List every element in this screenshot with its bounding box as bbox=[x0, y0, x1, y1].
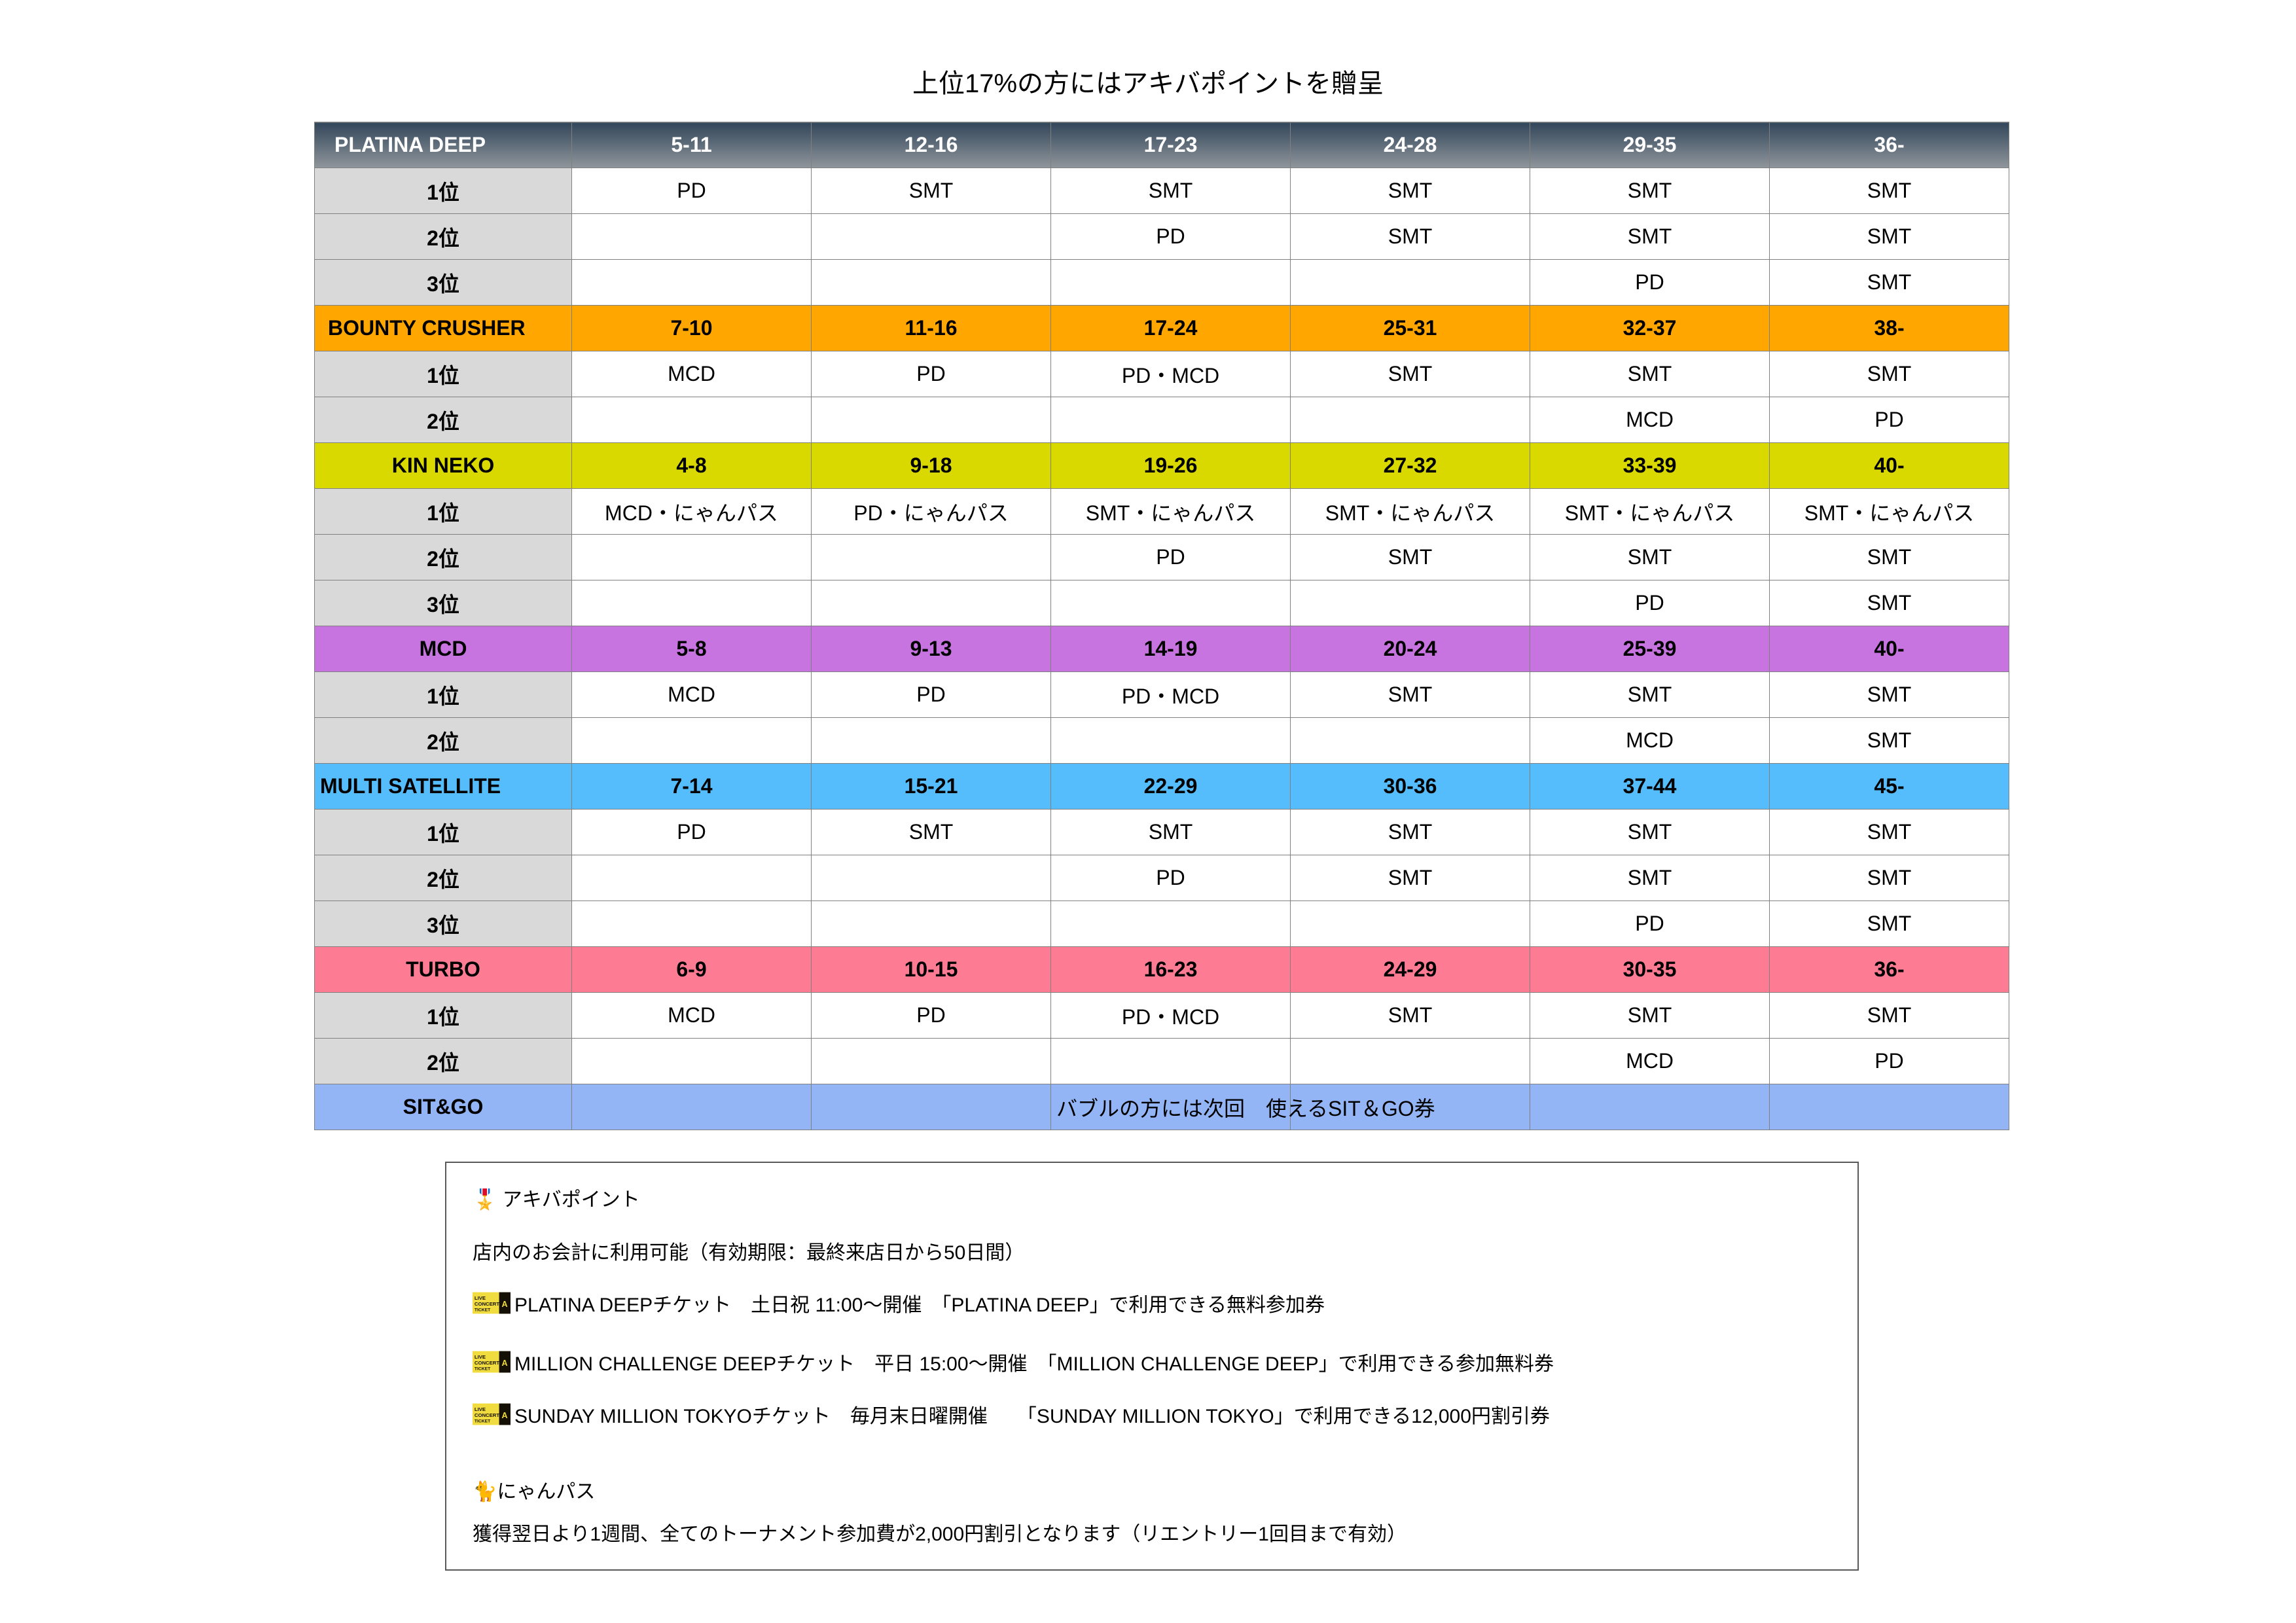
svg-text:TICKET: TICKET bbox=[475, 1419, 491, 1424]
svg-text:LIVE: LIVE bbox=[475, 1354, 486, 1360]
svg-text:LIVE: LIVE bbox=[475, 1295, 486, 1301]
svg-text:LIVE: LIVE bbox=[475, 1406, 486, 1412]
svg-text:A: A bbox=[501, 1411, 507, 1420]
svg-text:TICKET: TICKET bbox=[475, 1367, 491, 1372]
svg-text:TICKET: TICKET bbox=[475, 1308, 491, 1313]
svg-text:CONCERT: CONCERT bbox=[475, 1412, 499, 1418]
svg-text:CONCERT: CONCERT bbox=[475, 1360, 499, 1366]
svg-text:A: A bbox=[501, 1359, 507, 1368]
svg-text:CONCERT: CONCERT bbox=[475, 1301, 499, 1307]
svg-text:A: A bbox=[501, 1300, 507, 1309]
